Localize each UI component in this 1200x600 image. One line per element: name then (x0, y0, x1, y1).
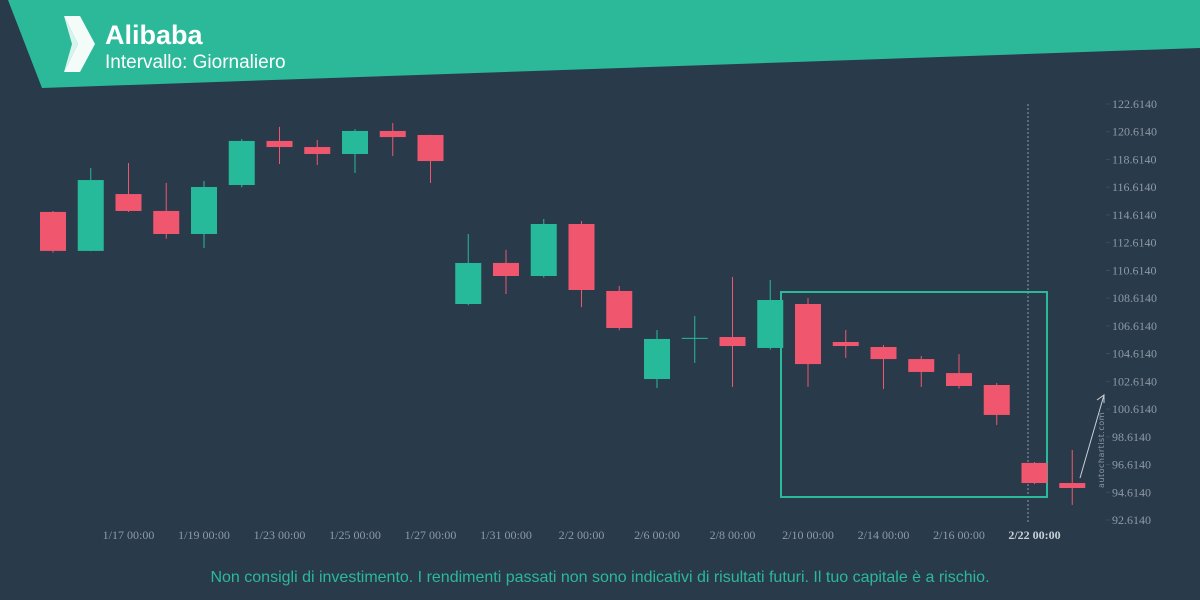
candle-body (832, 342, 859, 347)
y-tick-label: 114.6140 (1112, 208, 1157, 222)
x-tick-label: 2/16 00:00 (933, 528, 985, 542)
y-tick-label: 100.6140 (1112, 402, 1157, 416)
y-tick-label: 122.6140 (1112, 97, 1157, 111)
candle-body (228, 140, 255, 186)
y-tick-label: 92.6140 (1112, 513, 1151, 527)
logo-shape (64, 16, 95, 72)
candle-body (379, 130, 406, 138)
x-tick-label: 2/14 00:00 (858, 528, 910, 542)
y-tick-label: 102.6140 (1112, 374, 1157, 388)
candle-body (681, 337, 708, 339)
y-tick-label: 106.6140 (1112, 319, 1157, 333)
forecast-arrow (1079, 394, 1105, 479)
candle-body (266, 140, 293, 148)
y-tick-label: 120.6140 (1112, 125, 1157, 139)
candle-body (342, 130, 368, 154)
candle-body (908, 359, 935, 372)
candle-body (417, 134, 444, 162)
candle-body (719, 337, 746, 347)
candle-body (757, 299, 784, 348)
candle-body (77, 180, 104, 251)
logo (64, 16, 95, 72)
disclaimer: Non consigli di investimento. I rendimen… (210, 569, 989, 586)
y-tick-label: 108.6140 (1112, 291, 1157, 305)
y-tick-label: 94.6140 (1112, 485, 1151, 499)
x-tick-label: 2/10 00:00 (782, 528, 834, 542)
candle-body (493, 262, 519, 277)
candle-body (153, 210, 180, 234)
x-tick-label: 2/8 00:00 (710, 528, 756, 542)
candle-body (1059, 483, 1086, 489)
candle-body (1021, 462, 1048, 484)
y-tick-label: 96.6140 (1112, 458, 1151, 472)
x-tick-label: 2/6 00:00 (634, 528, 680, 542)
candle-body (870, 346, 897, 360)
x-tick-label: 1/31 00:00 (480, 528, 532, 542)
chart-subtitle: Intervallo: Giornaliero (105, 52, 286, 73)
candle-body (983, 384, 1010, 415)
y-tick-label: 98.6140 (1112, 430, 1151, 444)
candle-body (946, 373, 972, 386)
y-tick-label: 112.6140 (1112, 236, 1157, 250)
y-tick-label: 116.6140 (1112, 180, 1157, 194)
candle-body (304, 147, 331, 154)
y-tick-label: 118.6140 (1112, 152, 1157, 166)
candle-body (644, 338, 670, 380)
y-tick-label: 104.6140 (1112, 347, 1157, 361)
candle-body (115, 194, 142, 211)
header-band (8, 0, 1200, 88)
x-tick-label: 2/2 00:00 (559, 528, 605, 542)
watermark: autochartist.com (1097, 412, 1106, 488)
logo-shade (64, 16, 78, 72)
x-tick-label: 1/19 00:00 (178, 528, 230, 542)
candle-body (455, 262, 482, 305)
candle-body (568, 224, 595, 291)
pattern-box (780, 291, 1048, 498)
candle-body (191, 186, 217, 234)
x-tick-label: 1/17 00:00 (103, 528, 155, 542)
x-tick-label: 1/27 00:00 (405, 528, 457, 542)
candle-body (795, 304, 821, 365)
forecast-arrowhead (1096, 394, 1105, 403)
x-tick-label: 1/23 00:00 (254, 528, 306, 542)
x-tick-label: 1/25 00:00 (329, 528, 381, 542)
candle-body (530, 224, 557, 277)
y-tick-label: 110.6140 (1112, 263, 1157, 277)
candle-body (40, 211, 66, 251)
chart-title: Alibaba (105, 20, 204, 50)
x-tick-label: 2/22 00:00 (1008, 528, 1060, 542)
candle-body (606, 290, 633, 329)
